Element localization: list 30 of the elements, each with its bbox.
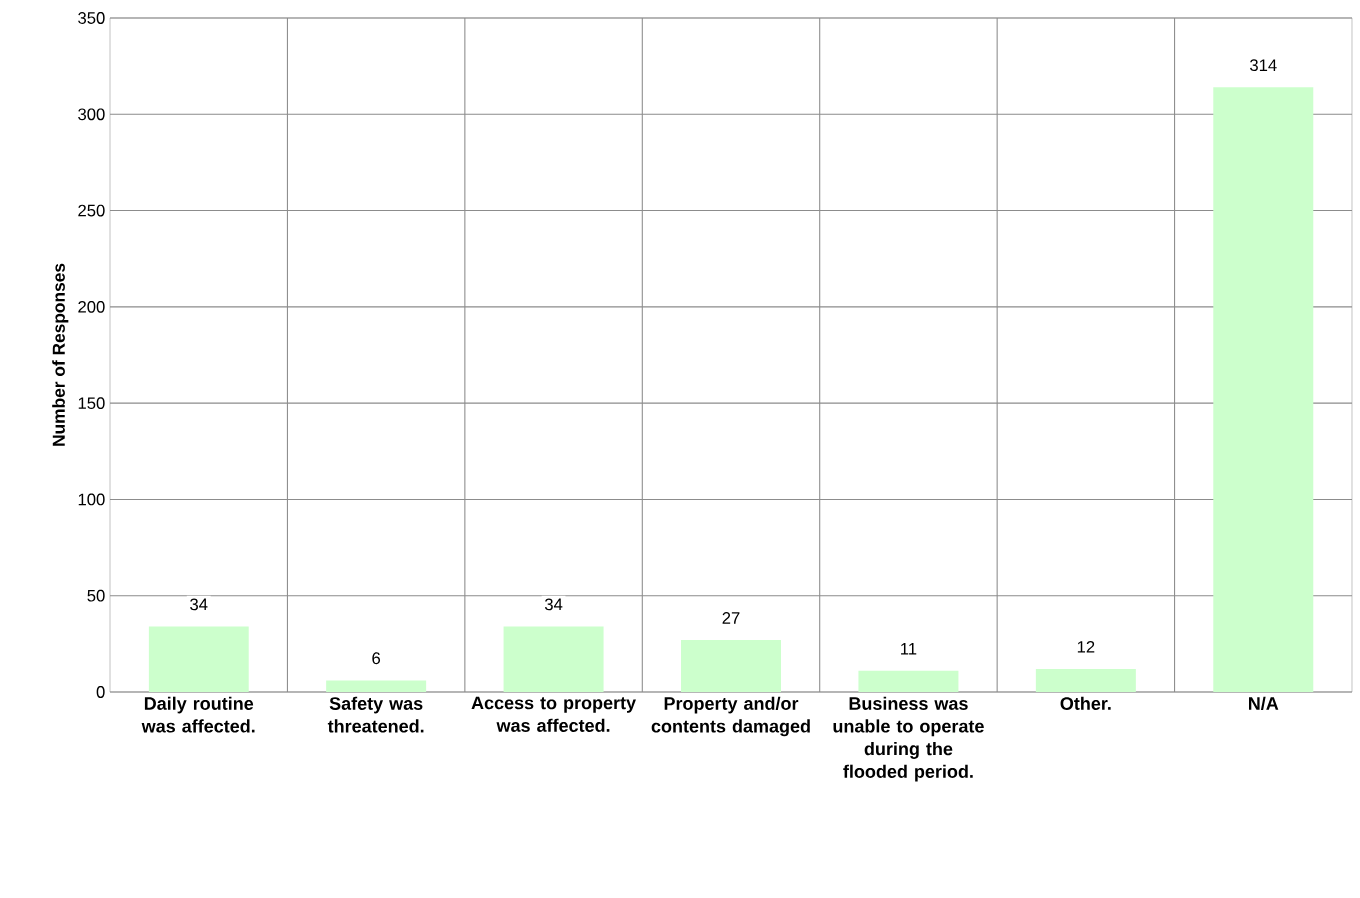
y-tick-label: 250: [78, 204, 105, 217]
data-label: 12: [1077, 640, 1095, 653]
y-tick-label: 0: [96, 686, 105, 698]
bar: [858, 670, 959, 692]
bar: [503, 626, 604, 692]
data-label: 6: [372, 652, 381, 665]
x-tick-label: Safety was threatened.: [327, 696, 424, 733]
bar: [681, 639, 781, 692]
y-tick-label: 50: [87, 589, 105, 602]
bar: [1035, 668, 1136, 692]
bar: [148, 626, 249, 692]
bar: [326, 680, 427, 692]
data-label: 11: [901, 643, 917, 655]
x-tick-label: Other.: [1060, 696, 1111, 710]
x-tick-label: Property and/or contents damaged: [651, 696, 810, 737]
data-label: 34: [190, 598, 208, 611]
y-axis-title: Number of Responses: [52, 263, 69, 446]
y-tick-label: 300: [78, 108, 105, 121]
data-label: 314: [1250, 59, 1277, 72]
y-tick-label: 150: [78, 397, 105, 410]
x-tick-label: Daily routine was affected.: [141, 696, 255, 733]
x-tick-label: Business was unable to operate during the flooded period.: [833, 696, 984, 782]
bar: [1213, 87, 1314, 692]
y-tick-label: 350: [78, 12, 105, 24]
x-tick-label: Access to property was affected.: [471, 696, 636, 732]
y-tick-label: 200: [78, 300, 105, 313]
y-tick-label: 100: [78, 493, 105, 506]
x-tick-label: N/A: [1249, 696, 1279, 711]
data-label: 34: [544, 598, 563, 611]
data-label: 27: [722, 612, 740, 624]
